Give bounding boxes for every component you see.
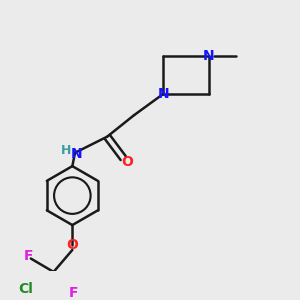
Text: F: F — [69, 286, 78, 300]
Text: N: N — [158, 87, 169, 101]
Text: H: H — [61, 144, 71, 157]
Text: O: O — [121, 155, 133, 169]
Text: N: N — [203, 49, 215, 63]
Text: N: N — [70, 147, 82, 161]
Text: Cl: Cl — [18, 282, 33, 296]
Text: F: F — [23, 249, 33, 263]
Text: O: O — [66, 238, 78, 252]
